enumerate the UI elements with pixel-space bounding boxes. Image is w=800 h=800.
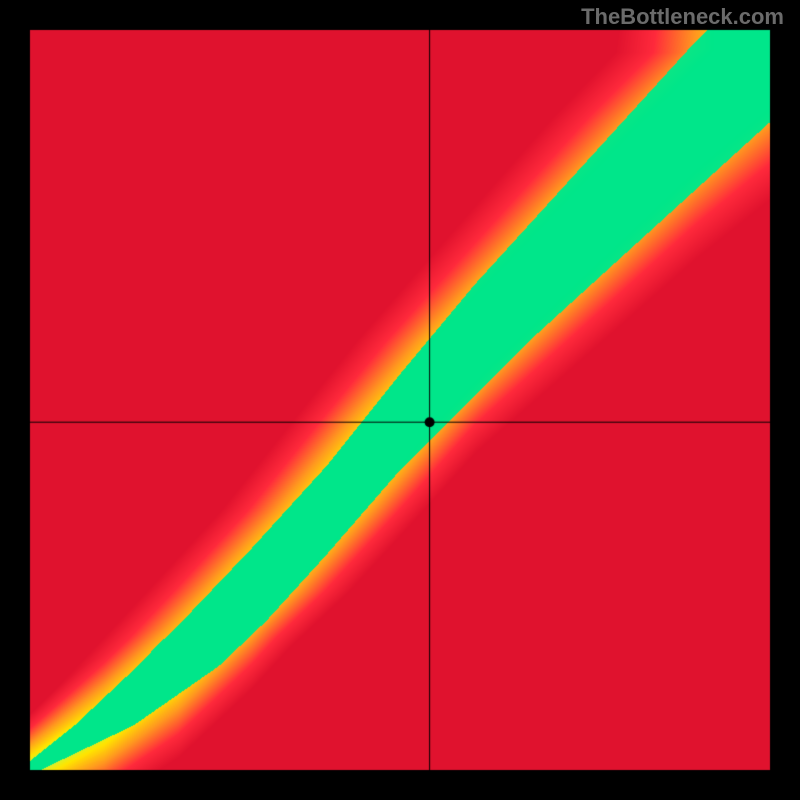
chart-container: TheBottleneck.com — [0, 0, 800, 800]
watermark-text: TheBottleneck.com — [581, 4, 784, 30]
bottleneck-heatmap — [0, 0, 800, 800]
